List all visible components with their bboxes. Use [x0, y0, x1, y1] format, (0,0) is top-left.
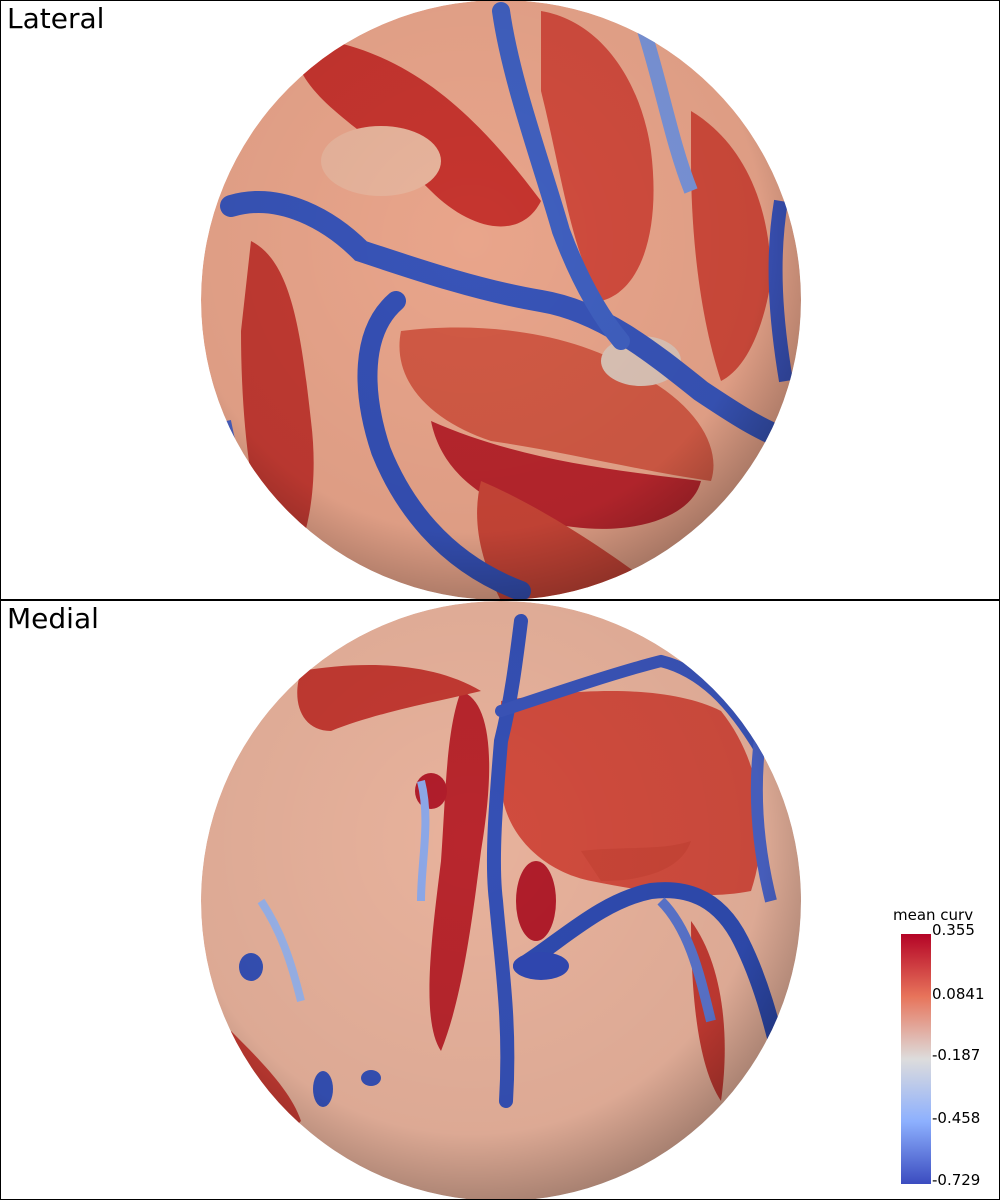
lateral-view-panel[interactable]: Lateral: [0, 0, 1000, 600]
lateral-sphere-render[interactable]: [1, 1, 999, 599]
colorbar-title: mean curv: [893, 906, 974, 924]
medial-view-label: Medial: [7, 602, 99, 635]
colorbar-tick-min: -0.729: [932, 1171, 981, 1189]
colorbar-tick-max: 0.355: [932, 921, 975, 939]
colorbar-gradient: [901, 934, 931, 1184]
medial-sphere-render[interactable]: [1, 601, 999, 1199]
colorbar-tick-mid: -0.187: [932, 1046, 981, 1064]
colorbar-tick-2: 0.0841: [932, 985, 985, 1003]
medial-view-panel[interactable]: Medial: [0, 600, 1000, 1200]
lateral-view-label: Lateral: [7, 2, 105, 35]
colorbar-tick-4: -0.458: [932, 1109, 981, 1127]
